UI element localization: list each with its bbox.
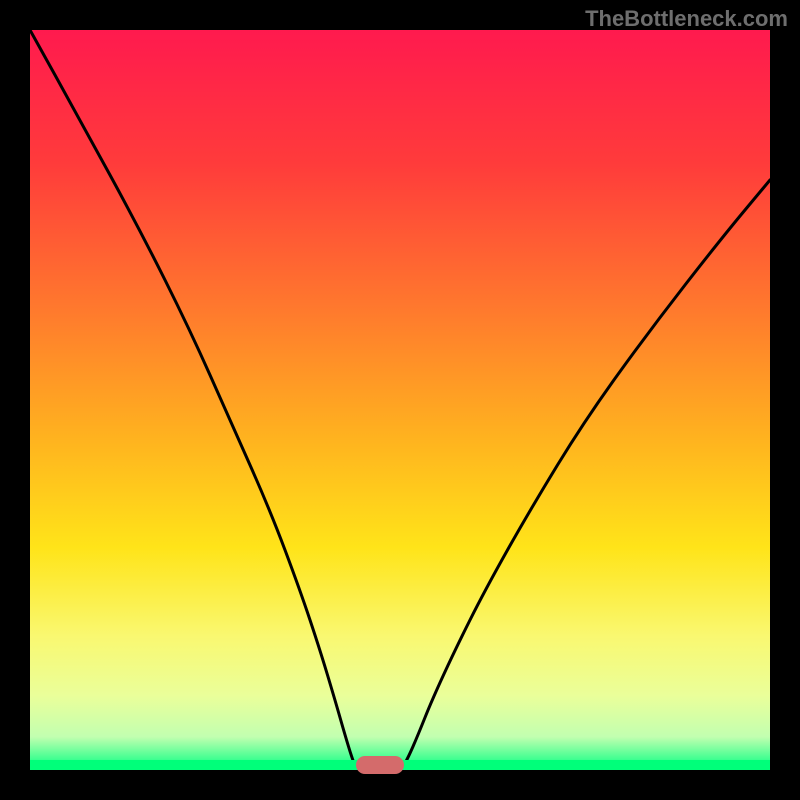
watermark-text: TheBottleneck.com [585, 6, 788, 32]
curve-overlay [30, 30, 770, 770]
plot-area [30, 30, 770, 770]
optimal-marker [356, 756, 404, 774]
chart-container: TheBottleneck.com [0, 0, 800, 800]
